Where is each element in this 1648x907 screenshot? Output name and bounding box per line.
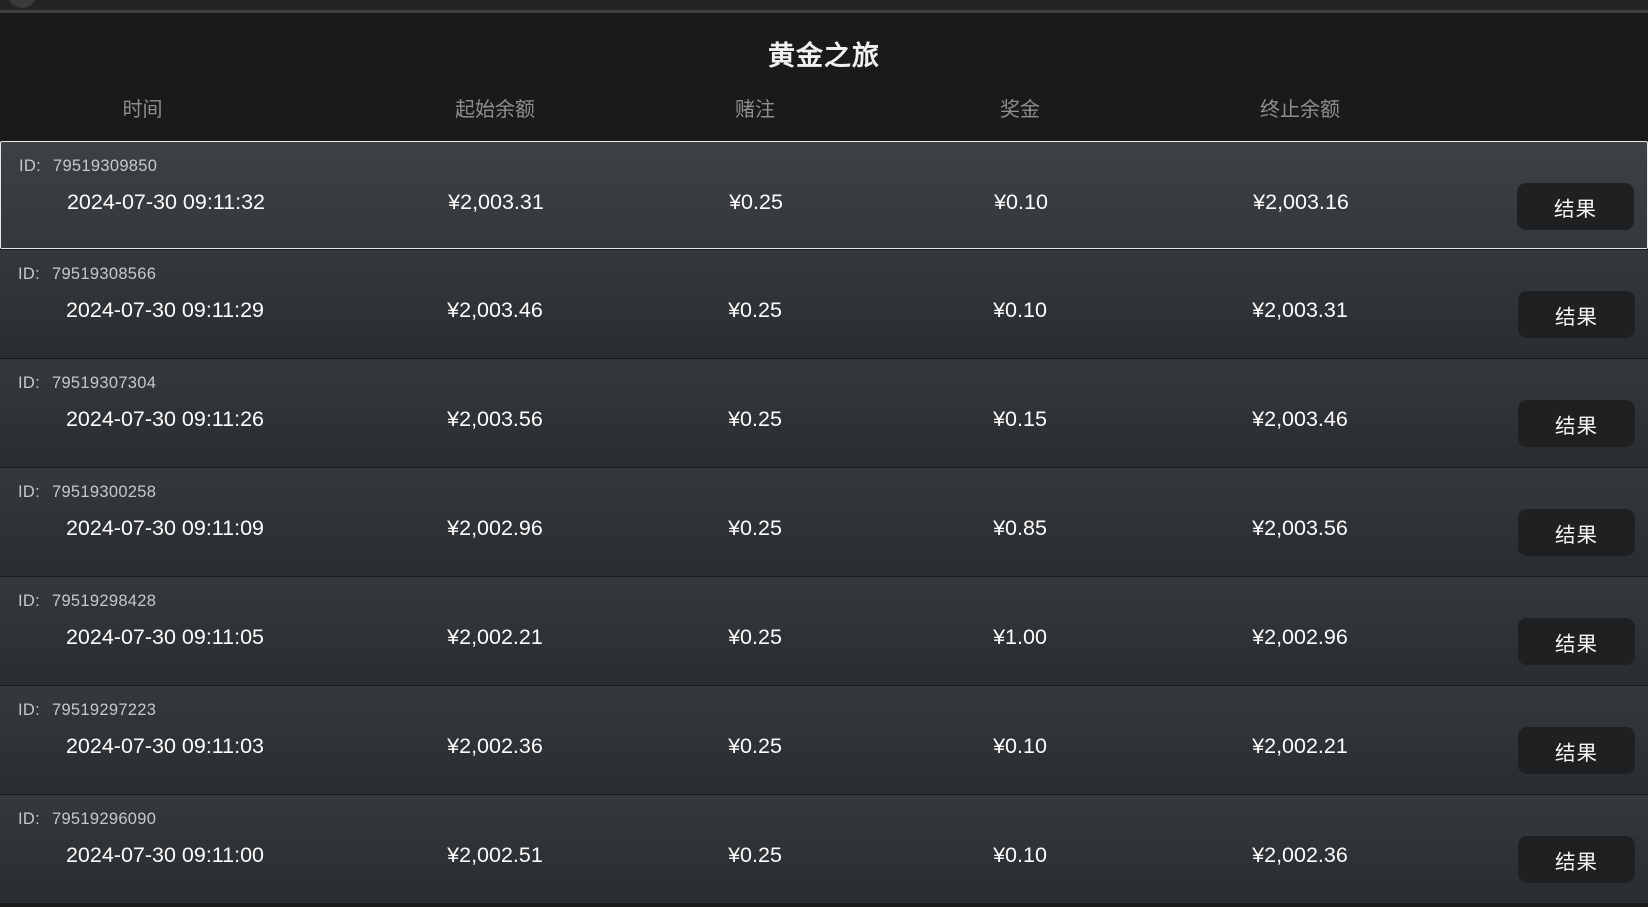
row-start-balance: ¥2,002.21 [447,625,543,649]
column-header-end-balance: 终止余额 [1260,99,1340,121]
row-timestamp: 2024-07-30 09:11:05 [65,625,265,649]
result-button-cell: 结果 [1518,618,1635,665]
row-end-balance: ¥2,003.16 [1253,190,1349,214]
row-timestamp: 2024-07-30 09:11:32 [66,190,266,214]
row-id-prefix: ID: [19,157,41,175]
row-end-balance: ¥2,003.46 [1252,407,1348,431]
row-start-balance: ¥2,003.46 [447,298,543,322]
row-start-balance: ¥2,002.96 [447,516,543,540]
row-id: ID: 79519296090 [0,795,1410,839]
row-id-value: 79519300258 [51,483,157,501]
row-win: ¥0.10 [993,843,1047,867]
row-win: ¥0.10 [993,734,1047,758]
row-id-value: 79519298428 [51,592,157,610]
row-start-balance: ¥2,003.56 [447,407,543,431]
row-start-balance: ¥2,003.31 [448,190,544,214]
row-id: ID: 79519308566 [0,250,1410,294]
table-row[interactable]: ID: 79519300258 2024-07-30 09:11:09 ¥2,00… [0,468,1648,576]
row-id-prefix: ID: [18,374,40,392]
column-header-win: 奖金 [1000,99,1040,121]
result-button[interactable]: 结果 [1518,836,1635,883]
result-button[interactable]: 结果 [1518,509,1635,556]
table-row[interactable]: ID: 79519297223 2024-07-30 09:11:03 ¥2,00… [0,686,1648,794]
table-row[interactable]: ID: 79519309850 2024-07-30 09:11:32 ¥2,00… [0,141,1648,249]
row-end-balance: ¥2,003.31 [1252,298,1348,322]
row-timestamp: 2024-07-30 09:11:09 [65,516,265,540]
row-id-prefix: ID: [18,592,40,610]
table-row[interactable]: ID: 79519296090 2024-07-30 09:11:00 ¥2,00… [0,795,1648,903]
result-button-cell: 结果 [1518,291,1635,338]
row-end-balance: ¥2,002.96 [1252,625,1348,649]
row-timestamp: 2024-07-30 09:11:03 [65,734,265,758]
table-header: 时间 起始余额 赌注 奖金 终止余额 [0,85,1648,130]
row-timestamp: 2024-07-30 09:11:29 [65,298,265,322]
row-win: ¥0.15 [993,407,1047,431]
row-end-balance: ¥2,003.56 [1252,516,1348,540]
row-id: ID: 79519298428 [0,577,1410,621]
row-timestamp: 2024-07-30 09:11:00 [65,843,265,867]
row-id-prefix: ID: [18,483,40,501]
page-title: 黄金之旅 [768,41,880,71]
result-button-cell: 结果 [1518,509,1635,556]
row-bet: ¥0.25 [728,843,782,867]
row-id-value: 79519307304 [51,374,157,392]
table-row[interactable]: ID: 79519307304 2024-07-30 09:11:26 ¥2,00… [0,359,1648,467]
row-bet: ¥0.25 [728,625,782,649]
result-button[interactable]: 结果 [1518,291,1635,338]
row-timestamp: 2024-07-30 09:11:26 [65,407,265,431]
row-id-value: 79519296090 [51,810,157,828]
row-bet: ¥0.25 [728,298,782,322]
row-bet: ¥0.25 [729,190,783,214]
row-win: ¥0.85 [993,516,1047,540]
row-id-prefix: ID: [18,810,40,828]
row-win: ¥1.00 [993,625,1047,649]
column-header-bet: 赌注 [735,99,775,121]
result-button[interactable]: 结果 [1517,183,1634,230]
row-bet: ¥0.25 [728,516,782,540]
row-id-value: 79519297223 [51,701,157,719]
row-bet: ¥0.25 [728,734,782,758]
row-end-balance: ¥2,002.36 [1252,843,1348,867]
topbar-knob-icon [8,0,36,8]
row-id-value: 79519309850 [52,157,158,175]
result-button[interactable]: 结果 [1518,618,1635,665]
row-id-prefix: ID: [18,265,40,283]
history-list: ID: 79519309850 2024-07-30 09:11:32 ¥2,00… [0,141,1648,903]
result-button-cell: 结果 [1518,836,1635,883]
table-row[interactable]: ID: 79519308566 2024-07-30 09:11:29 ¥2,00… [0,250,1648,358]
row-start-balance: ¥2,002.51 [447,843,543,867]
row-start-balance: ¥2,002.36 [447,734,543,758]
row-bet: ¥0.25 [728,407,782,431]
column-header-time: 时间 [122,99,163,121]
result-button[interactable]: 结果 [1518,400,1635,447]
row-id-prefix: ID: [18,701,40,719]
row-id: ID: 79519300258 [0,468,1410,512]
row-win: ¥0.10 [993,298,1047,322]
column-header-start-balance: 起始余额 [455,99,535,121]
row-id: ID: 79519307304 [0,359,1410,403]
row-id: ID: 79519309850 [1,142,1411,186]
result-button-cell: 结果 [1518,400,1635,447]
result-button-cell: 结果 [1518,727,1635,774]
topbar-divider [0,10,1648,13]
row-end-balance: ¥2,002.21 [1252,734,1348,758]
result-button[interactable]: 结果 [1518,727,1635,774]
row-win: ¥0.10 [994,190,1048,214]
top-bar [0,0,1648,10]
result-button-cell: 结果 [1517,183,1634,230]
row-id: ID: 79519297223 [0,686,1410,730]
row-id-value: 79519308566 [51,265,157,283]
table-row[interactable]: ID: 79519298428 2024-07-30 09:11:05 ¥2,00… [0,577,1648,685]
